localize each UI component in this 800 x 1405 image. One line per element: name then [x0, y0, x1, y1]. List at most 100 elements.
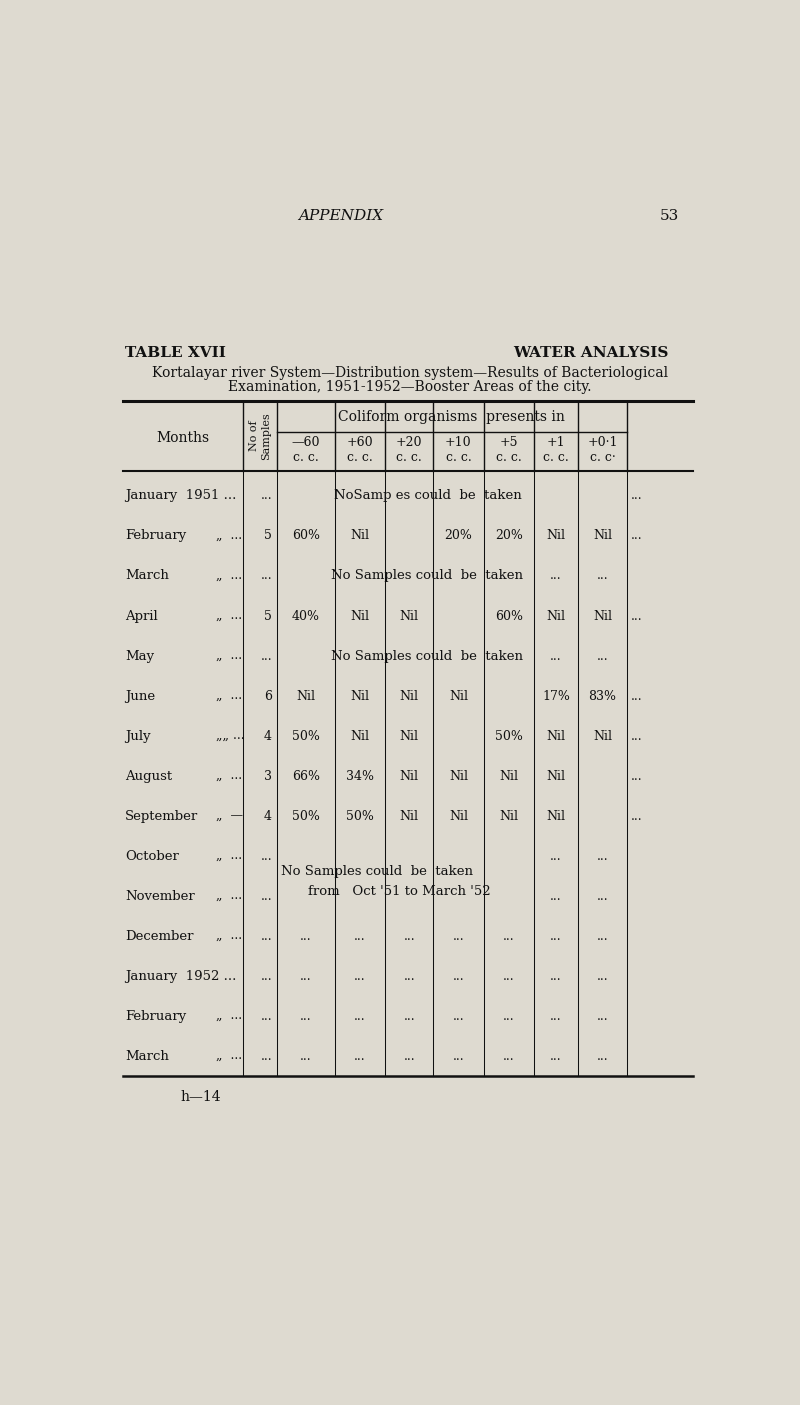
Text: January  1951 ...: January 1951 ... — [125, 489, 236, 503]
Text: ...: ... — [550, 889, 562, 903]
Text: „  ...: „ ... — [216, 930, 242, 943]
Text: 5: 5 — [264, 610, 272, 622]
Text: Nil: Nil — [499, 809, 518, 823]
Text: APPENDIX: APPENDIX — [298, 209, 383, 223]
Text: ...: ... — [550, 569, 562, 583]
Text: ...: ... — [403, 969, 415, 984]
Text: +20
c. c.: +20 c. c. — [396, 436, 422, 464]
Text: ...: ... — [300, 1050, 311, 1064]
Text: „  ...: „ ... — [216, 569, 242, 583]
Text: ...: ... — [550, 1050, 562, 1064]
Text: ...: ... — [550, 1010, 562, 1023]
Text: October: October — [125, 850, 178, 863]
Text: ...: ... — [631, 530, 642, 542]
Text: January  1952 ...: January 1952 ... — [125, 969, 236, 984]
Text: h—14: h—14 — [181, 1090, 221, 1104]
Text: ...: ... — [261, 889, 272, 903]
Text: 17%: 17% — [542, 690, 570, 702]
Text: Nil: Nil — [546, 809, 566, 823]
Text: +5
c. c.: +5 c. c. — [496, 436, 522, 464]
Text: Nil: Nil — [350, 610, 370, 622]
Text: +10
c. c.: +10 c. c. — [445, 436, 472, 464]
Text: ...: ... — [453, 1010, 464, 1023]
Text: ...: ... — [261, 1050, 272, 1064]
Text: Nil: Nil — [546, 610, 566, 622]
Text: ...: ... — [597, 1010, 609, 1023]
Text: ...: ... — [261, 489, 272, 503]
Text: +1
c. c.: +1 c. c. — [543, 436, 569, 464]
Text: ...: ... — [597, 649, 609, 663]
Text: Coliform organisms  presents in: Coliform organisms presents in — [338, 409, 566, 423]
Text: Nil: Nil — [400, 770, 418, 783]
Text: „„ ...: „„ ... — [216, 729, 245, 743]
Text: July: July — [125, 729, 150, 743]
Text: August: August — [125, 770, 172, 783]
Text: March: March — [125, 569, 169, 583]
Text: Nil: Nil — [400, 809, 418, 823]
Text: ...: ... — [550, 850, 562, 863]
Text: ...: ... — [261, 1010, 272, 1023]
Text: ...: ... — [354, 1010, 366, 1023]
Text: ...: ... — [300, 1010, 311, 1023]
Text: Nil: Nil — [350, 690, 370, 702]
Text: Nil: Nil — [449, 770, 468, 783]
Text: Kortalayar river System—Distribution system—Results of Bacteriological: Kortalayar river System—Distribution sys… — [152, 365, 668, 379]
Text: No Samples could  be  taken: No Samples could be taken — [281, 865, 473, 878]
Text: NoSamp es could  be  taken: NoSamp es could be taken — [334, 489, 522, 503]
Text: February: February — [125, 530, 186, 542]
Text: ...: ... — [503, 1010, 514, 1023]
Text: 60%: 60% — [292, 530, 320, 542]
Text: ...: ... — [261, 649, 272, 663]
Text: 34%: 34% — [346, 770, 374, 783]
Text: ...: ... — [403, 930, 415, 943]
Text: „  ...: „ ... — [216, 1010, 242, 1023]
Text: May: May — [125, 649, 154, 663]
Text: 83%: 83% — [589, 690, 617, 702]
Text: ...: ... — [631, 809, 642, 823]
Text: 20%: 20% — [495, 530, 522, 542]
Text: ...: ... — [354, 969, 366, 984]
Text: 66%: 66% — [292, 770, 320, 783]
Text: ...: ... — [261, 850, 272, 863]
Text: Nil: Nil — [593, 729, 612, 743]
Text: 50%: 50% — [495, 729, 522, 743]
Text: ...: ... — [550, 649, 562, 663]
Text: ...: ... — [597, 889, 609, 903]
Text: ...: ... — [503, 969, 514, 984]
Text: ...: ... — [300, 969, 311, 984]
Text: Nil: Nil — [449, 690, 468, 702]
Text: ...: ... — [354, 1050, 366, 1064]
Text: Nil: Nil — [546, 530, 566, 542]
Text: ...: ... — [261, 930, 272, 943]
Text: Nil: Nil — [400, 729, 418, 743]
Text: 40%: 40% — [292, 610, 320, 622]
Text: —60
c. c.: —60 c. c. — [291, 436, 320, 464]
Text: September: September — [125, 809, 198, 823]
Text: ...: ... — [597, 569, 609, 583]
Text: Nil: Nil — [593, 610, 612, 622]
Text: ...: ... — [631, 729, 642, 743]
Text: „  ...: „ ... — [216, 850, 242, 863]
Text: 3: 3 — [264, 770, 272, 783]
Text: „  ...: „ ... — [216, 770, 242, 783]
Text: 53: 53 — [660, 209, 679, 223]
Text: ...: ... — [631, 489, 642, 503]
Text: 60%: 60% — [495, 610, 523, 622]
Text: No Samples could  be  taken: No Samples could be taken — [331, 649, 523, 663]
Text: 20%: 20% — [445, 530, 472, 542]
Text: 5: 5 — [264, 530, 272, 542]
Text: ...: ... — [403, 1050, 415, 1064]
Text: November: November — [125, 889, 194, 903]
Text: ...: ... — [403, 1010, 415, 1023]
Text: ...: ... — [597, 930, 609, 943]
Text: Nil: Nil — [350, 530, 370, 542]
Text: Examination, 1951-1952—Booster Areas of the city.: Examination, 1951-1952—Booster Areas of … — [228, 379, 592, 393]
Text: Nil: Nil — [546, 770, 566, 783]
Text: ...: ... — [261, 569, 272, 583]
Text: 6: 6 — [264, 690, 272, 702]
Text: Nil: Nil — [546, 729, 566, 743]
Text: ...: ... — [453, 1050, 464, 1064]
Text: TABLE XVII: TABLE XVII — [125, 347, 226, 361]
Text: ...: ... — [631, 690, 642, 702]
Text: June: June — [125, 690, 155, 702]
